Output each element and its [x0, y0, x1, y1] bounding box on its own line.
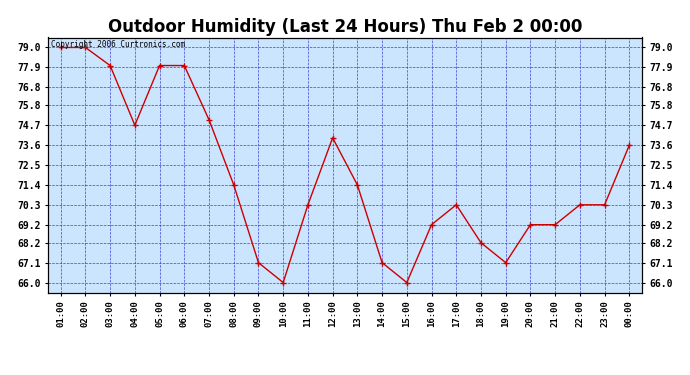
Title: Outdoor Humidity (Last 24 Hours) Thu Feb 2 00:00: Outdoor Humidity (Last 24 Hours) Thu Feb… [108, 18, 582, 36]
Text: Copyright 2006 Curtronics.com: Copyright 2006 Curtronics.com [51, 40, 186, 49]
